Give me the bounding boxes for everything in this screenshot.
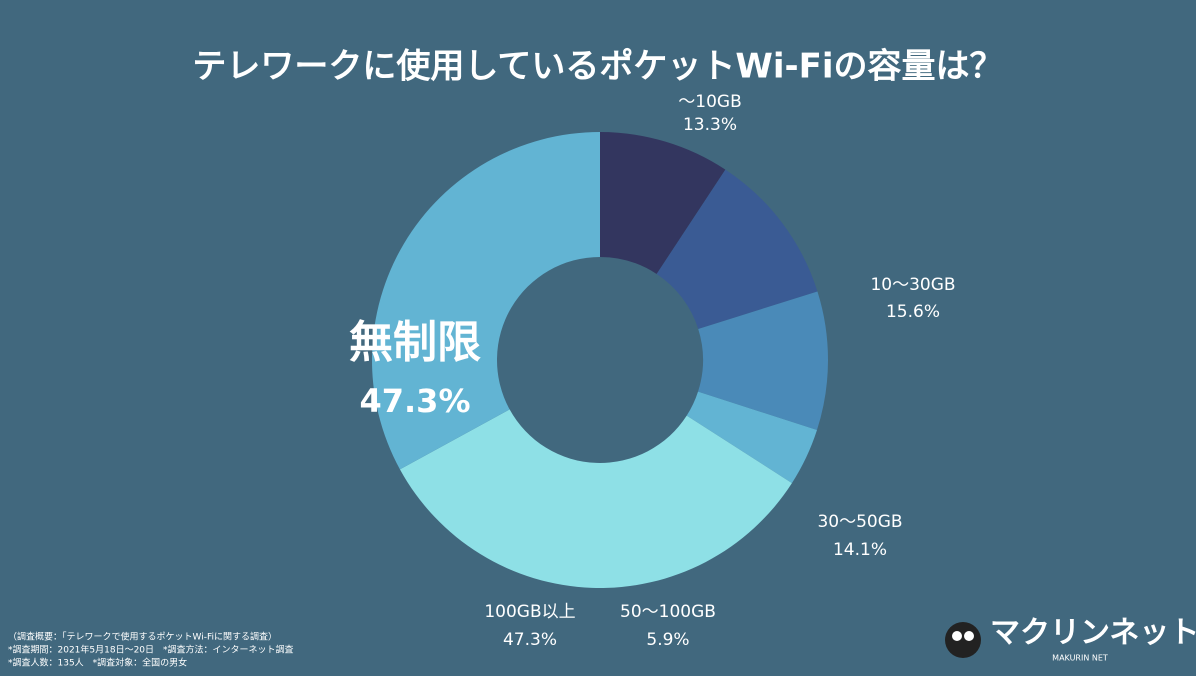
slice-label: 無制限 (349, 317, 481, 368)
value-label: 15.6% (886, 302, 940, 322)
note: *調査期間：2021年5月18日〜20日 *調査方法：インターネット調査 (8, 644, 294, 656)
logo-eye (964, 631, 974, 641)
logo-name: マクリンネット (990, 616, 1196, 651)
donut-slice (698, 291, 828, 430)
slice-label: 50〜100GB (620, 602, 716, 622)
logo: マクリンネット MAKURIN NET (945, 616, 1196, 663)
value-label: 14.1% (833, 540, 887, 560)
note: *調査人数：135人 *調査対象：全国の男女 (8, 657, 187, 669)
value-label: 13.3% (683, 115, 737, 135)
value-label: 47.3% (503, 630, 557, 650)
logo-eye (952, 631, 962, 641)
logo-subtitle: MAKURIN NET (1052, 654, 1108, 663)
slice-label: 〜10GB (678, 92, 741, 112)
donut-slice (686, 391, 817, 484)
donut-slice (656, 169, 818, 330)
donut-slice (372, 131, 600, 470)
chart-title: テレワークに使用しているポケットWi-Fiの容量は？ (192, 47, 1003, 87)
logo-icon (945, 622, 981, 658)
donut-slice (399, 409, 792, 588)
slice-label: 100GB以上 (484, 602, 575, 622)
note: （調査概要：「テレワークで使用するポケットWi-Fiに関する調査） (8, 631, 277, 643)
slice-label: 10〜30GB (870, 275, 955, 295)
donut-slice (600, 132, 726, 274)
slice-label: 30〜50GB (817, 512, 902, 532)
notes: （調査概要：「テレワークで使用するポケットWi-Fiに関する調査） *調査期間：… (8, 631, 294, 669)
value-label: 47.3% (359, 382, 470, 420)
value-label: 5.9% (646, 630, 689, 650)
